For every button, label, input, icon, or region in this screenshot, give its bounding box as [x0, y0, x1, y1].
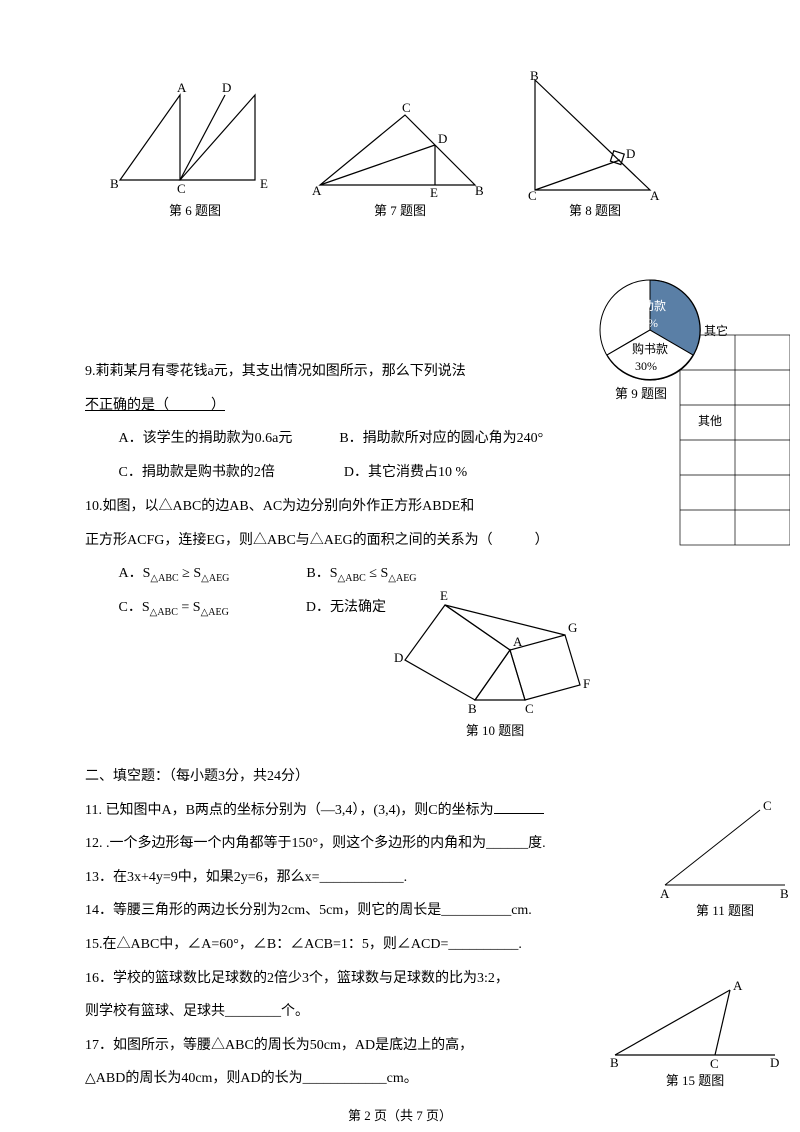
q9-optc: C．捐助款是购书款的2倍	[119, 465, 275, 480]
q10-stem1: 10.如图，以△ABC的边AB、AC为边分别向外作正方形ABDE和	[85, 499, 474, 514]
svg-text:E: E	[440, 588, 448, 603]
fig11: A B C 第 11 题图	[660, 800, 790, 919]
q12: 12. .一个多边形每一个内角都等于150°，则这个多边形的内角和为______…	[85, 836, 546, 851]
svg-text:C: C	[402, 100, 411, 115]
fig9-caption: 第 9 题图	[615, 383, 667, 402]
svg-text:C: C	[525, 701, 534, 716]
svg-text:A: A	[650, 188, 660, 200]
q10-opta: A．S△ABC ≥ S△AEG	[119, 566, 233, 581]
svg-text:C: C	[710, 1056, 719, 1070]
svg-text:A: A	[177, 80, 187, 95]
fig6-caption: 第 6 题图	[105, 200, 285, 219]
svg-text:D: D	[394, 650, 403, 665]
fig6: A B C D E 第 6 题图	[105, 80, 285, 219]
q17-1: 17．如图所示，等腰△ABC的周长为50cm，AD是底边上的高，	[85, 1038, 473, 1053]
q13: 13．在3x+4y=9中，如果2y=6，那么x=____________.	[85, 870, 407, 885]
q9-optd: D．其它消费占10 %	[344, 465, 467, 480]
section2: 二、填空题：（每小题3分，共24分） 11. 已知图中A，B两点的坐标分别为（—…	[85, 760, 645, 1096]
q9-opta: A．该学生的捐助款为0.6a元	[119, 431, 293, 446]
svg-text:购书款: 购书款	[632, 341, 668, 356]
svg-text:D: D	[626, 146, 635, 161]
svg-text:60%: 60%	[636, 316, 658, 330]
svg-text:A: A	[513, 634, 523, 649]
svg-text:C: C	[177, 181, 186, 196]
svg-text:D: D	[222, 80, 231, 95]
q9-stem: 9.莉莉某月有零花钱a元，其支出情况如图所示，那么下列说法	[85, 364, 466, 379]
q16-1: 16．学校的篮球数比足球数的2倍少3个，篮球数与足球数的比为3:2，	[85, 971, 509, 986]
section2-header: 二、填空题：（每小题3分，共24分）	[85, 769, 309, 784]
q17-2: △ABD的周长为40cm，则AD的长为____________cm。	[85, 1071, 418, 1086]
svg-text:B: B	[468, 701, 477, 716]
page-footer: 第 2 页（共 7 页）	[0, 1105, 800, 1124]
q16-2: 则学校有篮球、足球共________个。	[85, 1004, 309, 1019]
q10-stem2: 正方形ACFG，连接EG，则△ABC与△AEG的面积之间的关系为（ ）	[85, 533, 549, 548]
svg-text:G: G	[568, 620, 577, 635]
q14: 14．等腰三角形的两边长分别为2cm、5cm，则它的周长是__________c…	[85, 903, 532, 918]
svg-text:B: B	[610, 1055, 619, 1070]
svg-text:B: B	[475, 183, 484, 198]
q10-optc: C．S△ABC = S△AEG	[119, 600, 233, 615]
svg-text:B: B	[110, 176, 119, 191]
svg-text:A: A	[312, 183, 322, 198]
q11: 11. 已知图中A，B两点的坐标分别为（—3,4），(3,4)，则C的坐标为	[85, 803, 544, 818]
fig8-caption: 第 8 题图	[520, 200, 670, 219]
svg-text:A: A	[660, 886, 670, 900]
q9-optb: B．捐助款所对应的圆心角为240°	[339, 431, 543, 446]
svg-text:F: F	[583, 676, 590, 691]
q10-optb: B．S△ABC ≤ S△AEG	[306, 566, 416, 581]
svg-text:C: C	[763, 800, 772, 813]
fig7-caption: 第 7 题图	[310, 200, 490, 219]
svg-text:其他: 其他	[698, 414, 722, 428]
q15: 15.在△ABC中，∠A=60°，∠B：∠ACB=1：5，则∠ACD=_____…	[85, 937, 522, 952]
q9-block: 9.莉莉某月有零花钱a元，其支出情况如图所示，那么下列说法 不正确的是（ ） A…	[85, 355, 585, 489]
svg-text:A: A	[733, 980, 743, 993]
fig8: B D C A 第 8 题图	[520, 70, 670, 219]
svg-text:C: C	[528, 188, 537, 200]
q10-optd: D．无法确定	[306, 600, 386, 615]
fig7: C D A E B 第 7 题图	[310, 100, 490, 219]
svg-text:D: D	[770, 1055, 779, 1070]
svg-text:捐助款: 捐助款	[630, 299, 666, 313]
svg-text:B: B	[780, 886, 789, 900]
fig10-caption: 第 10 题图	[380, 720, 610, 739]
fig11-caption: 第 11 题图	[660, 900, 790, 919]
svg-text:D: D	[438, 131, 447, 146]
svg-text:E: E	[430, 185, 438, 200]
fig10: E A G D F B C 第 10 题图	[380, 580, 610, 739]
q9-cont: 不正确的是（ ）	[85, 398, 225, 413]
svg-text:30%: 30%	[635, 359, 657, 373]
svg-text:B: B	[530, 70, 539, 83]
svg-text:其它: 其它	[704, 323, 728, 338]
svg-text:E: E	[260, 176, 268, 191]
fig15: A B C D 第 15 题图	[610, 980, 780, 1089]
fig15-caption: 第 15 题图	[610, 1070, 780, 1089]
